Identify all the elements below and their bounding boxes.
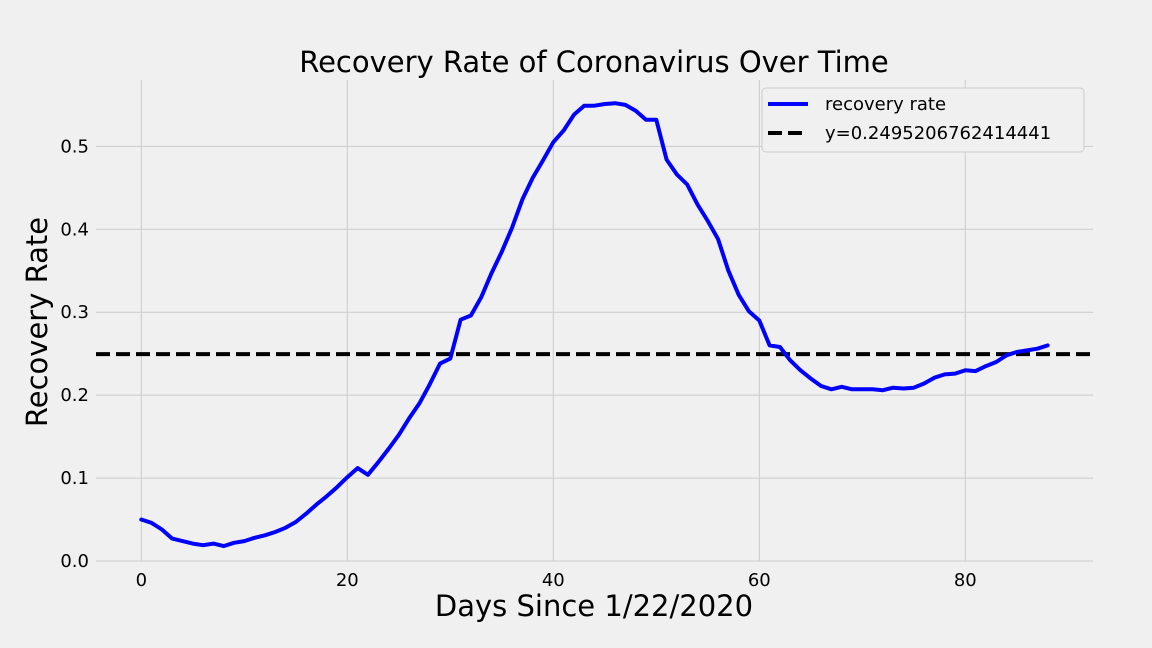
recovery-rate-line: [139, 101, 1050, 549]
y-tick-label: 0.0: [60, 551, 89, 572]
series-layer: [96, 101, 1093, 549]
y-tick-label: 0.2: [60, 385, 89, 406]
x-tick-label: 0: [136, 570, 147, 591]
chart-title: Recovery Rate of Coronavirus Over Time: [299, 45, 889, 79]
ticks: 0 20 40 60 80 0.0 0.1 0.2 0.3 0.4 0.5: [60, 136, 976, 591]
x-tick-label: 40: [542, 570, 565, 591]
legend-label-threshold: y=0.2495206762414441: [825, 123, 1051, 144]
y-tick-label: 0.3: [60, 302, 89, 323]
legend: recovery rate y=0.2495206762414441: [761, 87, 1085, 153]
x-tick-label: 80: [954, 570, 977, 591]
legend-label-recovery-rate: recovery rate: [825, 94, 946, 115]
x-axis-label: Days Since 1/22/2020: [435, 589, 753, 623]
y-tick-label: 0.1: [60, 468, 89, 489]
plot-background: [96, 80, 1093, 561]
legend-box: [761, 87, 1085, 153]
y-axis-label: Recovery Rate: [20, 217, 54, 427]
x-tick-label: 20: [336, 570, 359, 591]
x-tick-label: 60: [748, 570, 771, 591]
y-tick-label: 0.4: [60, 219, 89, 240]
y-tick-label: 0.5: [60, 136, 89, 157]
